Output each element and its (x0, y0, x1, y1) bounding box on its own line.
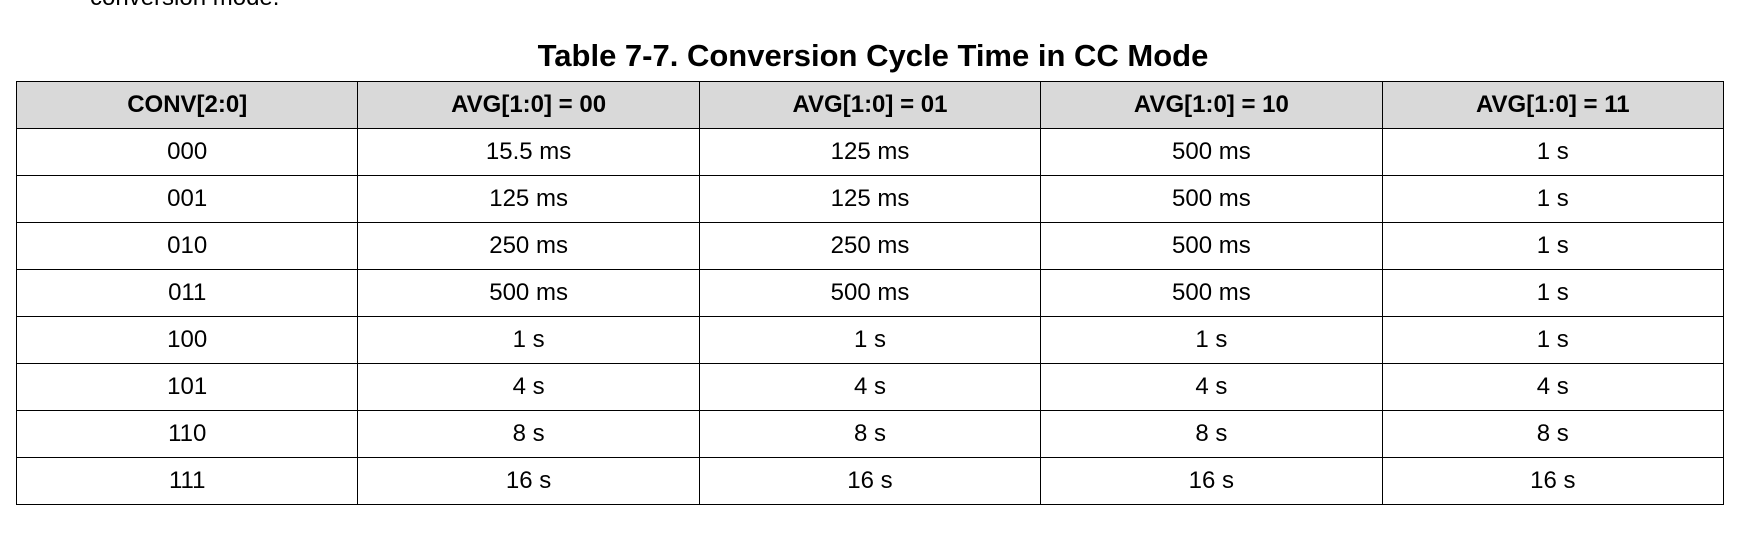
table-cell: 500 ms (1040, 222, 1383, 270)
table-cell: 500 ms (1040, 175, 1383, 223)
table-cell: 8 s (357, 410, 700, 458)
table-cell: 1 s (1381, 222, 1725, 270)
table-cell: 110 (15, 410, 359, 458)
table-cell: 1 s (1381, 269, 1725, 317)
table-cell: 1 s (1381, 128, 1725, 176)
table-row: 111 16 s 16 s 16 s 16 s (15, 457, 1725, 505)
table-cell: 011 (15, 269, 359, 317)
table-cell: 16 s (1381, 457, 1725, 505)
table-cell: 500 ms (1040, 269, 1383, 317)
table-cell: 8 s (698, 410, 1042, 458)
table-cell: 4 s (1040, 363, 1383, 411)
table-row: 011 500 ms 500 ms 500 ms 1 s (15, 269, 1725, 317)
table-cell: 4 s (357, 363, 700, 411)
column-header-avg-11: AVG[1:0] = 11 (1381, 81, 1725, 129)
table-cell: 500 ms (698, 269, 1042, 317)
table-row: 001 125 ms 125 ms 500 ms 1 s (15, 175, 1725, 223)
table-cell: 111 (15, 457, 359, 505)
column-header-avg-10: AVG[1:0] = 10 (1040, 81, 1383, 129)
table-cell: 125 ms (698, 128, 1042, 176)
table-cell: 8 s (1040, 410, 1383, 458)
table-cell: 1 s (698, 316, 1042, 364)
column-header-avg-00: AVG[1:0] = 00 (357, 81, 700, 129)
table-header-row: CONV[2:0] AVG[1:0] = 00 AVG[1:0] = 01 AV… (15, 81, 1725, 129)
table-cell: 101 (15, 363, 359, 411)
table-cell: 4 s (1381, 363, 1725, 411)
table-cell: 500 ms (357, 269, 700, 317)
preceding-paragraph-text: conversion mode. (90, 0, 279, 10)
conversion-cycle-time-table: CONV[2:0] AVG[1:0] = 00 AVG[1:0] = 01 AV… (15, 81, 1725, 505)
table-cell: 1 s (1381, 316, 1725, 364)
table-cell: 250 ms (357, 222, 700, 270)
table-cell: 500 ms (1040, 128, 1383, 176)
table-cell: 001 (15, 175, 359, 223)
table-cell: 1 s (1381, 175, 1725, 223)
table-row: 110 8 s 8 s 8 s 8 s (15, 410, 1725, 458)
table-cell: 4 s (698, 363, 1042, 411)
table-row: 100 1 s 1 s 1 s 1 s (15, 316, 1725, 364)
table-cell: 16 s (1040, 457, 1383, 505)
table-row: 000 15.5 ms 125 ms 500 ms 1 s (15, 128, 1725, 176)
table-cell: 1 s (357, 316, 700, 364)
column-header-conv: CONV[2:0] (15, 81, 359, 129)
table-row: 010 250 ms 250 ms 500 ms 1 s (15, 222, 1725, 270)
table-cell: 16 s (698, 457, 1042, 505)
column-header-avg-01: AVG[1:0] = 01 (698, 81, 1042, 129)
table-cell: 8 s (1381, 410, 1725, 458)
table-cell: 250 ms (698, 222, 1042, 270)
table-cell: 125 ms (357, 175, 700, 223)
table-row: 101 4 s 4 s 4 s 4 s (15, 363, 1725, 411)
table-cell: 125 ms (698, 175, 1042, 223)
table-cell: 010 (15, 222, 359, 270)
table-cell: 15.5 ms (357, 128, 700, 176)
table-cell: 100 (15, 316, 359, 364)
table-title: Table 7-7. Conversion Cycle Time in CC M… (537, 38, 1209, 73)
table-cell: 000 (15, 128, 359, 176)
table-cell: 16 s (357, 457, 700, 505)
table-cell: 1 s (1040, 316, 1383, 364)
